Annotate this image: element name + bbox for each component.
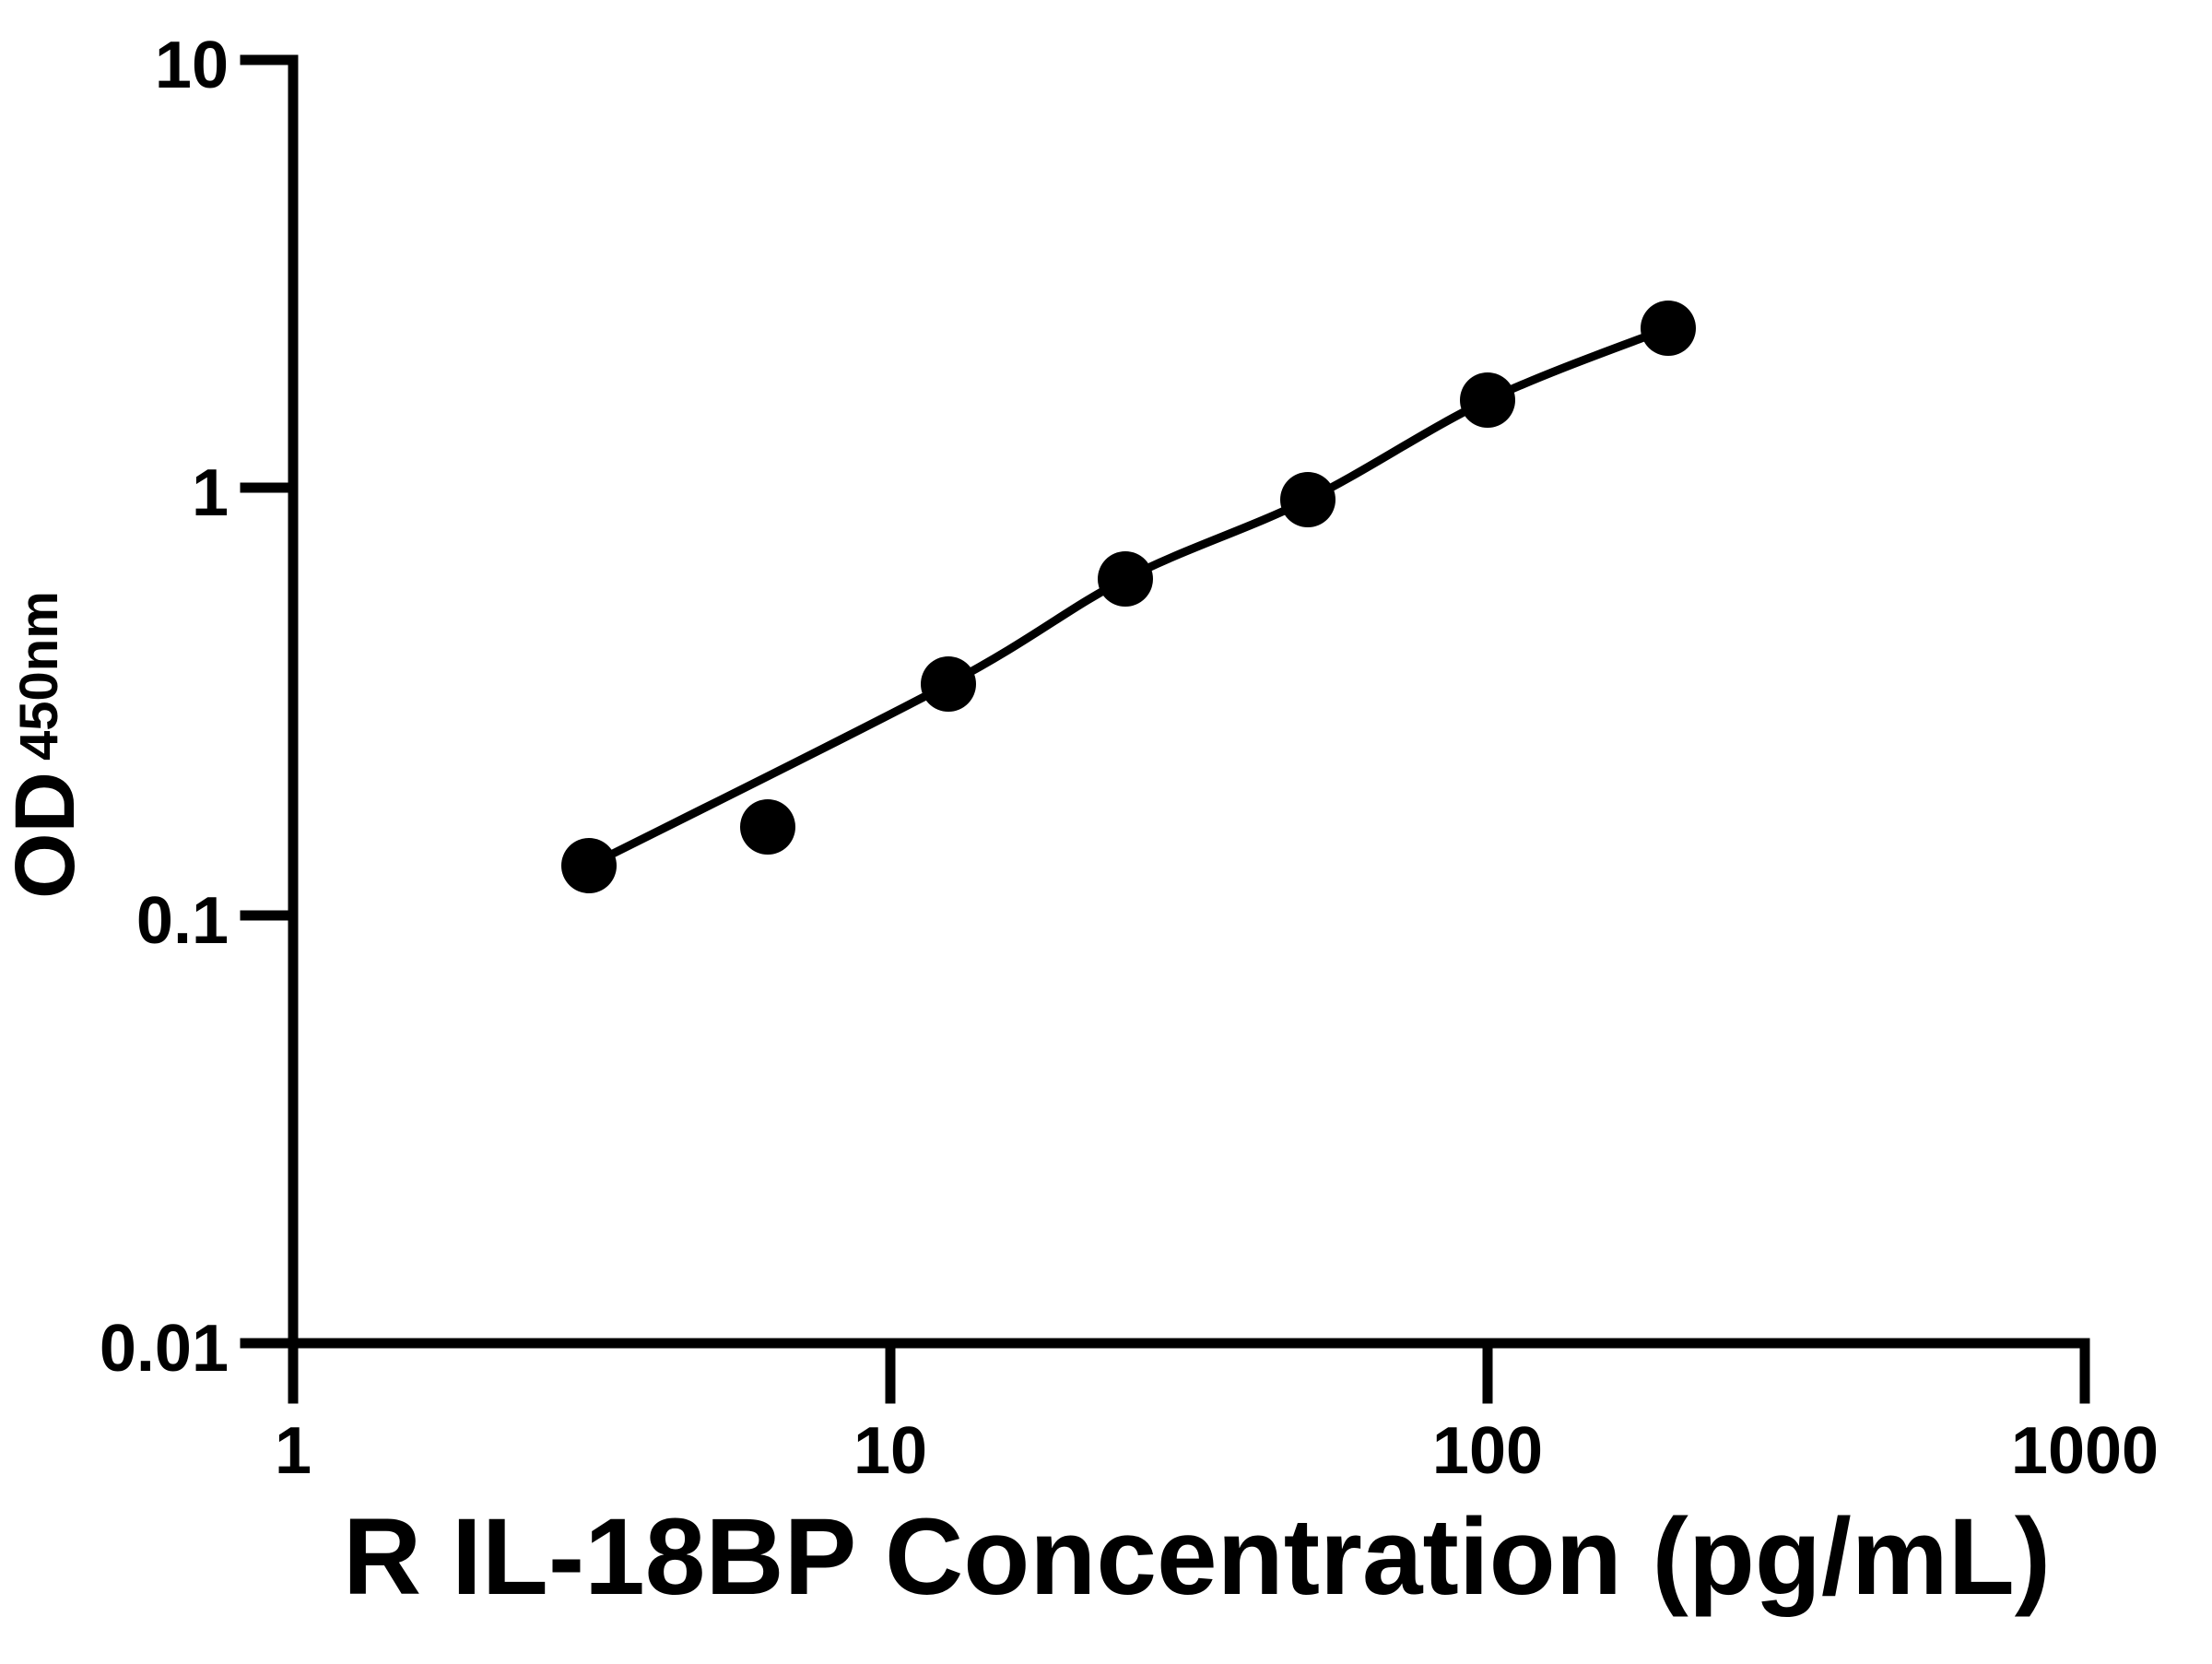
svg-text:R IL-18BP Concentration (pg/mL: R IL-18BP Concentration (pg/mL) — [343, 1496, 2051, 1618]
svg-text:OD: OD — [0, 772, 92, 899]
svg-text:100: 100 — [1432, 1414, 1543, 1488]
svg-text:0.01: 0.01 — [100, 1312, 229, 1386]
svg-text:1: 1 — [275, 1414, 312, 1488]
svg-text:1000: 1000 — [2011, 1414, 2159, 1488]
svg-text:1: 1 — [192, 456, 229, 530]
svg-text:10: 10 — [155, 29, 229, 102]
svg-text:0.1: 0.1 — [136, 884, 229, 958]
svg-text:10: 10 — [853, 1414, 927, 1488]
svg-text:450nm: 450nm — [9, 591, 69, 761]
